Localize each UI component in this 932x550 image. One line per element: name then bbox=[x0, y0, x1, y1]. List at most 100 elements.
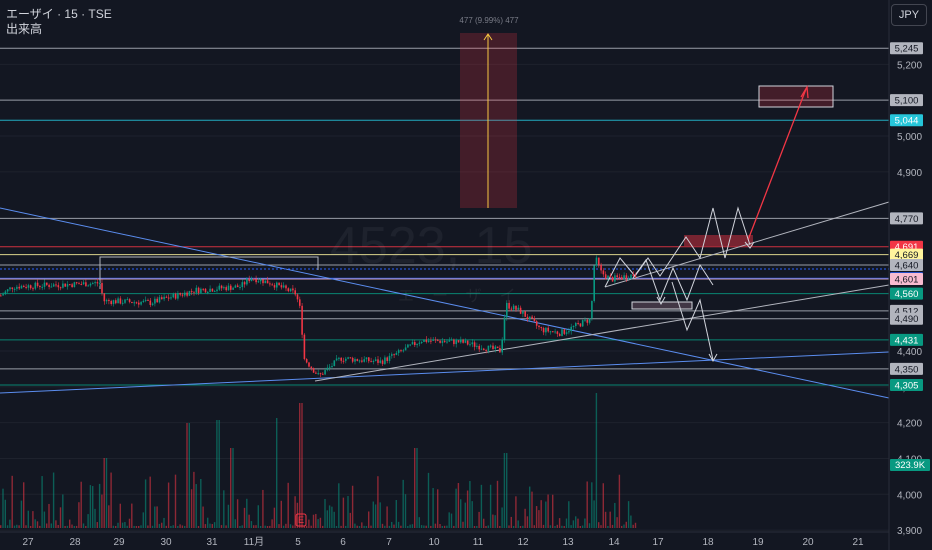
volume-bar bbox=[172, 525, 174, 528]
level-price-badge: 4,305 bbox=[895, 381, 919, 392]
candle-body bbox=[64, 283, 66, 287]
chart-title: エーザイ · 15 · TSE bbox=[6, 7, 112, 21]
volume-bar bbox=[312, 514, 315, 528]
candle-body bbox=[218, 285, 221, 290]
volume-bar bbox=[140, 525, 142, 528]
volume-bar bbox=[236, 499, 239, 528]
candle-body bbox=[282, 285, 285, 288]
level-price-badge: 5,245 bbox=[895, 44, 919, 55]
candle-body bbox=[124, 299, 126, 303]
candle-body bbox=[234, 285, 237, 288]
volume-bar bbox=[322, 525, 324, 528]
volume-bar bbox=[397, 521, 400, 528]
volume-bar bbox=[262, 489, 264, 528]
candle-body bbox=[630, 274, 632, 279]
volume-bar bbox=[32, 511, 34, 528]
volume-bar bbox=[604, 511, 607, 528]
volume-bar bbox=[563, 525, 565, 528]
candle-body bbox=[326, 367, 329, 371]
volume-bar bbox=[393, 524, 395, 528]
candle-body bbox=[115, 300, 117, 304]
candle-body bbox=[202, 288, 204, 290]
volume-bar bbox=[437, 489, 439, 528]
volume-bar bbox=[535, 506, 538, 528]
candle-body bbox=[188, 291, 191, 296]
candle-body bbox=[66, 284, 69, 287]
candle-body bbox=[409, 344, 411, 346]
volume-bar bbox=[621, 525, 623, 528]
candle-body bbox=[420, 341, 423, 343]
time-tick-label: 10 bbox=[428, 537, 440, 548]
volume-bar bbox=[43, 511, 46, 528]
volume-bar bbox=[112, 525, 115, 528]
volume-bar bbox=[23, 482, 25, 528]
candle-body bbox=[499, 348, 501, 353]
volume-bar bbox=[598, 522, 600, 528]
candle-body bbox=[570, 326, 572, 332]
currency-button[interactable]: JPY bbox=[891, 4, 927, 26]
candle-body bbox=[402, 350, 405, 352]
candle-body bbox=[112, 300, 115, 305]
price-axis: 3,9004,0004,1004,2004,3004,4004,9005,000… bbox=[888, 0, 930, 550]
candle-body bbox=[634, 275, 637, 277]
grid bbox=[0, 63, 889, 531]
candle-body bbox=[255, 279, 257, 283]
candle-body bbox=[531, 316, 533, 319]
time-tick-label: 13 bbox=[562, 537, 574, 548]
candle-body bbox=[611, 277, 614, 282]
candle-body bbox=[400, 350, 402, 352]
candle-body bbox=[156, 298, 158, 303]
volume-bar bbox=[434, 523, 437, 528]
volume-bar bbox=[269, 525, 271, 528]
volume-bar bbox=[425, 525, 427, 528]
candle-body bbox=[519, 307, 522, 314]
candle-body bbox=[374, 359, 377, 362]
candle-body bbox=[142, 300, 145, 303]
volume-bar bbox=[188, 423, 190, 528]
candle-body bbox=[510, 308, 513, 310]
candle-body bbox=[78, 283, 80, 285]
candle-body bbox=[87, 285, 89, 287]
candle-body bbox=[246, 278, 248, 285]
candle-body bbox=[280, 285, 283, 288]
candle-body bbox=[301, 305, 303, 335]
volume-bar bbox=[105, 458, 108, 528]
candle-body bbox=[303, 334, 306, 360]
target-box bbox=[758, 85, 834, 108]
level-price-badge: 5,044 bbox=[895, 116, 919, 127]
candle-body bbox=[489, 345, 492, 347]
volume-bar bbox=[549, 525, 552, 528]
volume-bar bbox=[455, 488, 457, 528]
candle-body bbox=[209, 288, 211, 292]
volume-bar bbox=[384, 525, 386, 528]
candle-body bbox=[57, 285, 60, 288]
volume-bar bbox=[2, 488, 4, 528]
projection-up bbox=[604, 206, 751, 288]
volume-bar bbox=[27, 510, 29, 528]
volume-bar bbox=[121, 522, 124, 528]
volume-bar bbox=[492, 514, 494, 528]
candle-body bbox=[52, 284, 55, 287]
candle-body bbox=[328, 366, 331, 368]
candle-body bbox=[591, 300, 593, 319]
volume-bar bbox=[255, 525, 257, 528]
volume-bar bbox=[565, 518, 568, 528]
volume-bar bbox=[239, 525, 241, 528]
volume-bar bbox=[4, 499, 6, 528]
candle-body bbox=[430, 340, 432, 342]
volume-bar bbox=[342, 497, 345, 528]
volume-bar bbox=[476, 525, 478, 528]
volume-bar bbox=[94, 508, 96, 528]
candle-body bbox=[322, 373, 324, 375]
candle-body bbox=[384, 357, 386, 364]
time-tick-label: 6 bbox=[340, 537, 346, 548]
candle-body bbox=[595, 257, 598, 266]
candle-body bbox=[593, 265, 595, 301]
candle-body bbox=[232, 287, 234, 290]
candle-body bbox=[450, 339, 453, 341]
volume-bar bbox=[243, 507, 246, 528]
candle-body bbox=[397, 350, 400, 353]
candle-body bbox=[388, 355, 391, 361]
candle-body bbox=[441, 341, 444, 343]
